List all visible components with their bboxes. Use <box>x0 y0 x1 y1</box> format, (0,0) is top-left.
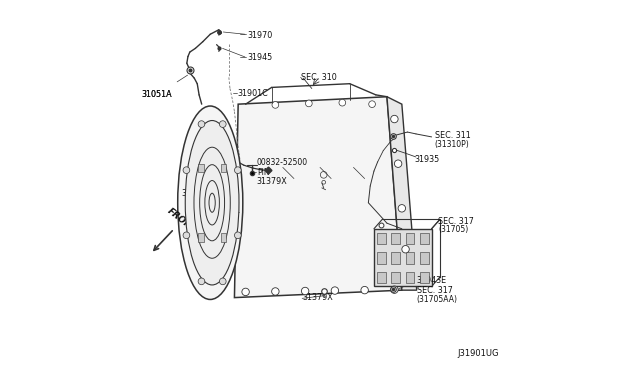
Circle shape <box>331 287 339 294</box>
Text: (31310P): (31310P) <box>435 140 469 149</box>
Circle shape <box>390 115 398 123</box>
Ellipse shape <box>178 106 243 299</box>
Bar <box>198 164 204 172</box>
Circle shape <box>402 246 410 253</box>
Bar <box>420 272 429 283</box>
Bar <box>420 252 429 264</box>
Circle shape <box>305 100 312 107</box>
Text: 31935: 31935 <box>415 155 440 164</box>
Circle shape <box>339 99 346 106</box>
Text: J31901UG: J31901UG <box>457 349 499 358</box>
Text: 31379X: 31379X <box>257 177 287 186</box>
Circle shape <box>272 102 278 108</box>
Ellipse shape <box>185 121 239 285</box>
Circle shape <box>183 232 190 239</box>
Text: 31379X: 31379X <box>302 293 333 302</box>
Circle shape <box>301 287 309 295</box>
Bar <box>377 272 386 283</box>
Circle shape <box>183 167 190 173</box>
Circle shape <box>369 101 376 108</box>
Bar <box>377 233 386 244</box>
Text: PIN: PIN <box>257 168 269 177</box>
Circle shape <box>394 160 402 167</box>
Bar <box>391 272 400 283</box>
Text: SEC. 317: SEC. 317 <box>438 217 474 226</box>
Bar <box>198 233 204 241</box>
Polygon shape <box>234 97 402 298</box>
Circle shape <box>242 288 250 296</box>
Bar <box>420 233 429 244</box>
Circle shape <box>234 232 241 239</box>
Bar <box>406 272 415 283</box>
Circle shape <box>234 167 241 173</box>
Circle shape <box>198 121 205 128</box>
Text: 31051A: 31051A <box>141 90 172 99</box>
Text: SEC. 317: SEC. 317 <box>417 286 452 295</box>
Text: 31901C: 31901C <box>237 89 268 97</box>
Text: 31924: 31924 <box>182 189 207 198</box>
Text: FRONT: FRONT <box>166 206 198 234</box>
Circle shape <box>198 278 205 285</box>
Bar <box>377 252 386 264</box>
Polygon shape <box>374 229 431 286</box>
Circle shape <box>390 286 398 294</box>
Text: 31943E: 31943E <box>417 276 447 285</box>
Bar <box>406 233 415 244</box>
Circle shape <box>398 205 406 212</box>
Text: 31921: 31921 <box>215 206 241 215</box>
Bar <box>221 164 227 172</box>
Polygon shape <box>387 97 417 290</box>
Bar <box>221 233 227 241</box>
Text: SEC. 310: SEC. 310 <box>301 73 337 82</box>
Bar <box>391 252 400 264</box>
Text: (31705AA): (31705AA) <box>417 295 458 304</box>
Circle shape <box>361 286 369 294</box>
Text: 00832-52500: 00832-52500 <box>257 158 308 167</box>
Bar <box>391 233 400 244</box>
Circle shape <box>220 121 226 128</box>
Text: 31970: 31970 <box>248 31 273 40</box>
Text: (31705): (31705) <box>438 225 468 234</box>
Text: SEC. 311: SEC. 311 <box>435 131 470 140</box>
Circle shape <box>220 278 226 285</box>
Text: 31051A: 31051A <box>141 90 172 99</box>
Text: 31945: 31945 <box>248 53 273 62</box>
Bar <box>406 252 415 264</box>
Circle shape <box>271 288 279 295</box>
